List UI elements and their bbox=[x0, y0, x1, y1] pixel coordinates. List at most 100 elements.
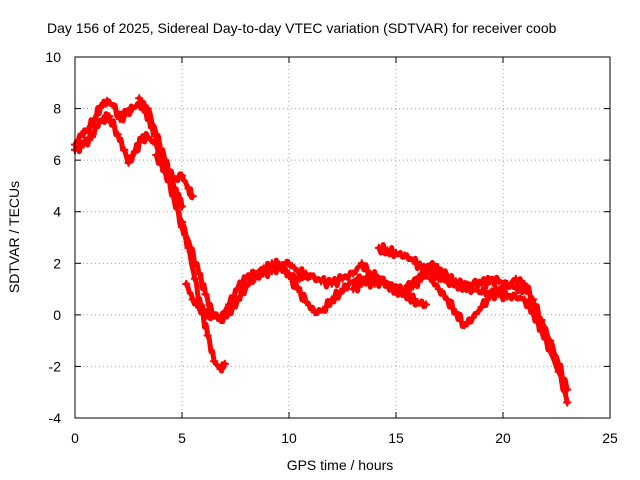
data-point-plus bbox=[409, 277, 418, 286]
data-point-plus bbox=[267, 259, 276, 268]
data-point-plus bbox=[511, 292, 520, 301]
series-line bbox=[376, 242, 570, 405]
y-tick-labels: -4 -2 0 2 4 6 8 10 bbox=[45, 49, 61, 426]
data-point-plus bbox=[152, 150, 161, 159]
data-point-plus bbox=[374, 274, 383, 283]
series-satellite-track-8 bbox=[374, 242, 572, 407]
data-point-plus bbox=[426, 274, 435, 283]
data-point-plus bbox=[327, 279, 336, 288]
series-line bbox=[350, 260, 450, 298]
y-tick-label: 0 bbox=[53, 307, 61, 323]
data-point-plus bbox=[563, 385, 572, 394]
data-point-plus bbox=[207, 310, 216, 319]
data-point-plus bbox=[302, 297, 311, 306]
y-tick-label: 6 bbox=[53, 152, 61, 168]
x-tick-label: 10 bbox=[281, 430, 297, 446]
data-point-plus bbox=[554, 359, 563, 368]
data-point-plus bbox=[460, 282, 469, 291]
data-point-plus bbox=[83, 125, 92, 134]
data-point-plus bbox=[250, 269, 259, 278]
data-point-plus bbox=[201, 290, 210, 299]
data-point-plus bbox=[392, 287, 400, 296]
data-point-plus bbox=[105, 112, 114, 121]
series-line bbox=[297, 260, 527, 297]
y-tick-label: 8 bbox=[53, 101, 61, 117]
data-point-plus bbox=[310, 308, 319, 317]
data-point-plus bbox=[357, 259, 366, 268]
data-point-plus bbox=[520, 279, 529, 288]
y-tick-label: 2 bbox=[53, 255, 61, 271]
data-point-plus bbox=[383, 279, 392, 288]
series-line bbox=[72, 111, 228, 374]
data-point-plus bbox=[130, 148, 139, 157]
series-satellite-track-2 bbox=[71, 111, 229, 374]
series-satellite-track-3 bbox=[135, 94, 197, 201]
data-point-plus bbox=[169, 192, 178, 201]
data-point-plus bbox=[109, 101, 118, 110]
data-point-plus bbox=[137, 135, 146, 144]
data-point-plus bbox=[79, 140, 88, 149]
data-point-plus bbox=[220, 359, 229, 368]
data-point-plus bbox=[188, 295, 197, 304]
data-point-plus bbox=[434, 267, 443, 276]
data-point-plus bbox=[225, 300, 234, 309]
series-satellite-track-10 bbox=[349, 260, 452, 298]
data-point-plus bbox=[295, 274, 304, 283]
data-point-plus bbox=[563, 398, 572, 407]
series-line bbox=[136, 95, 196, 200]
data-point-plus bbox=[434, 285, 443, 294]
data-point-plus bbox=[494, 287, 503, 296]
data-point-plus bbox=[477, 303, 486, 312]
data-point-plus bbox=[357, 279, 366, 288]
data-point-plus bbox=[451, 279, 460, 288]
y-tick-label: 10 bbox=[45, 49, 61, 65]
data-point-plus bbox=[327, 295, 336, 304]
data-point-plus bbox=[344, 279, 353, 288]
data-point-plus bbox=[317, 277, 326, 286]
x-tick-labels: 0 5 10 15 20 25 bbox=[71, 430, 618, 446]
data-point-plus bbox=[122, 109, 131, 118]
data-point-plus bbox=[460, 321, 469, 330]
data-point-plus bbox=[103, 96, 112, 105]
data-point-plus bbox=[421, 300, 430, 309]
data-point-plus bbox=[374, 243, 383, 252]
x-tick-label: 25 bbox=[602, 430, 618, 446]
data-point-plus bbox=[494, 277, 503, 286]
data-point-plus bbox=[426, 261, 435, 270]
data-point-plus bbox=[366, 272, 375, 281]
data-point-plus bbox=[477, 279, 486, 288]
data-point-plus bbox=[349, 269, 358, 278]
data-point-plus bbox=[443, 295, 452, 304]
data-point-plus bbox=[383, 246, 392, 255]
data-point-plus bbox=[413, 297, 422, 306]
data-point-plus bbox=[503, 282, 512, 291]
data-point-plus bbox=[113, 130, 122, 139]
data-point-plus bbox=[306, 272, 315, 281]
data-point-plus bbox=[128, 104, 137, 113]
plot-frame bbox=[74, 56, 611, 419]
data-point-plus bbox=[92, 122, 101, 131]
data-point-plus bbox=[417, 269, 426, 278]
x-tick-label: 5 bbox=[178, 430, 186, 446]
data-point-plus bbox=[349, 285, 358, 294]
data-point-plus bbox=[443, 272, 452, 281]
y-tick-label: 4 bbox=[53, 204, 61, 220]
data-point-plus bbox=[400, 251, 409, 260]
data-point-plus bbox=[184, 184, 193, 193]
data-point-plus bbox=[190, 274, 199, 283]
data-point-plus bbox=[195, 269, 204, 278]
data-point-plus bbox=[124, 158, 133, 167]
data-point-plus bbox=[285, 272, 293, 281]
data-point-plus bbox=[259, 264, 268, 273]
data-point-plus bbox=[528, 295, 537, 304]
axis-ticks bbox=[74, 56, 611, 419]
chart-title: Day 156 of 2025, Sidereal Day-to-day VTE… bbox=[47, 20, 557, 36]
y-axis-label: SDTVAR / TECUs bbox=[6, 181, 22, 293]
data-point-plus bbox=[143, 132, 152, 141]
data-point-plus bbox=[195, 303, 204, 312]
y-tick-label: -2 bbox=[49, 358, 62, 374]
data-point-plus bbox=[400, 285, 409, 294]
data-point-plus bbox=[338, 274, 347, 283]
data-point-plus bbox=[90, 114, 99, 123]
data-point-plus bbox=[486, 292, 495, 301]
